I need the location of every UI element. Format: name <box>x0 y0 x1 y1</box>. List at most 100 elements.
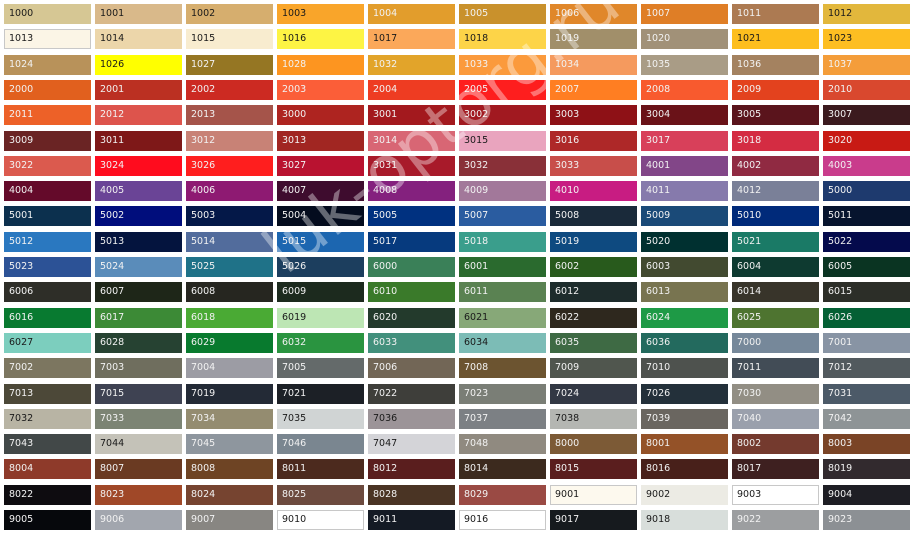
color-swatch-6002: 6002 <box>550 257 637 277</box>
color-swatch-9007: 9007 <box>186 510 273 530</box>
color-swatch-1019: 1019 <box>550 29 637 49</box>
color-swatch-8016: 8016 <box>641 459 728 479</box>
color-swatch-9017: 9017 <box>550 510 637 530</box>
color-swatch-6017: 6017 <box>95 308 182 328</box>
color-swatch-6021: 6021 <box>459 308 546 328</box>
color-swatch-8023: 8023 <box>95 485 182 505</box>
color-swatch-3000: 3000 <box>277 105 364 125</box>
color-swatch-6016: 6016 <box>4 308 91 328</box>
color-swatch-6015: 6015 <box>823 282 910 302</box>
color-swatch-3009: 3009 <box>4 131 91 151</box>
color-swatch-5025: 5025 <box>186 257 273 277</box>
color-swatch-1005: 1005 <box>459 4 546 24</box>
color-swatch-5005: 5005 <box>368 206 455 226</box>
color-swatch-6004: 6004 <box>732 257 819 277</box>
color-swatch-7011: 7011 <box>732 358 819 378</box>
color-swatch-8011: 8011 <box>277 459 364 479</box>
color-swatch-2005: 2005 <box>459 80 546 100</box>
color-swatch-3003: 3003 <box>550 105 637 125</box>
color-swatch-8015: 8015 <box>550 459 637 479</box>
color-swatch-5026: 5026 <box>277 257 364 277</box>
color-swatch-7033: 7033 <box>95 409 182 429</box>
color-swatch-6005: 6005 <box>823 257 910 277</box>
color-swatch-7032: 7032 <box>4 409 91 429</box>
color-swatch-1026: 1026 <box>95 55 182 75</box>
color-swatch-7006: 7006 <box>368 358 455 378</box>
color-swatch-7004: 7004 <box>186 358 273 378</box>
color-swatch-1004: 1004 <box>368 4 455 24</box>
color-swatch-7036: 7036 <box>368 409 455 429</box>
color-swatch-1035: 1035 <box>641 55 728 75</box>
color-swatch-6033: 6033 <box>368 333 455 353</box>
color-swatch-2001: 2001 <box>95 80 182 100</box>
color-swatch-9010: 9010 <box>277 510 364 530</box>
color-swatch-7001: 7001 <box>823 333 910 353</box>
color-swatch-8002: 8002 <box>732 434 819 454</box>
color-swatch-4004: 4004 <box>4 181 91 201</box>
color-swatch-1015: 1015 <box>186 29 273 49</box>
color-swatch-4003: 4003 <box>823 156 910 176</box>
color-swatch-1032: 1032 <box>368 55 455 75</box>
color-swatch-7044: 7044 <box>95 434 182 454</box>
color-swatch-4006: 4006 <box>186 181 273 201</box>
color-swatch-9023: 9023 <box>823 510 910 530</box>
color-swatch-7002: 7002 <box>4 358 91 378</box>
color-swatch-7005: 7005 <box>277 358 364 378</box>
color-swatch-6011: 6011 <box>459 282 546 302</box>
color-swatch-1001: 1001 <box>95 4 182 24</box>
color-swatch-6014: 6014 <box>732 282 819 302</box>
color-swatch-6028: 6028 <box>95 333 182 353</box>
color-swatch-6008: 6008 <box>186 282 273 302</box>
color-swatch-3015: 3015 <box>459 131 546 151</box>
color-swatch-5018: 5018 <box>459 232 546 252</box>
color-swatch-6003: 6003 <box>641 257 728 277</box>
color-swatch-8025: 8025 <box>277 485 364 505</box>
color-swatch-5002: 5002 <box>95 206 182 226</box>
color-swatch-7035: 7035 <box>277 409 364 429</box>
color-swatch-8014: 8014 <box>459 459 546 479</box>
color-swatch-7010: 7010 <box>641 358 728 378</box>
color-swatch-8001: 8001 <box>641 434 728 454</box>
color-swatch-2004: 2004 <box>368 80 455 100</box>
color-swatch-1007: 1007 <box>641 4 728 24</box>
color-swatch-4012: 4012 <box>732 181 819 201</box>
color-swatch-8028: 8028 <box>368 485 455 505</box>
color-swatch-5022: 5022 <box>823 232 910 252</box>
color-swatch-5009: 5009 <box>641 206 728 226</box>
color-swatch-5012: 5012 <box>4 232 91 252</box>
color-swatch-3005: 3005 <box>732 105 819 125</box>
color-swatch-7031: 7031 <box>823 384 910 404</box>
color-swatch-9016: 9016 <box>459 510 546 530</box>
color-swatch-6029: 6029 <box>186 333 273 353</box>
color-swatch-3004: 3004 <box>641 105 728 125</box>
color-swatch-6020: 6020 <box>368 308 455 328</box>
color-swatch-6000: 6000 <box>368 257 455 277</box>
color-swatch-1011: 1011 <box>732 4 819 24</box>
color-swatch-1028: 1028 <box>277 55 364 75</box>
color-swatch-9018: 9018 <box>641 510 728 530</box>
color-swatch-3024: 3024 <box>95 156 182 176</box>
color-swatch-7048: 7048 <box>459 434 546 454</box>
color-swatch-4007: 4007 <box>277 181 364 201</box>
color-swatch-5024: 5024 <box>95 257 182 277</box>
color-swatch-2009: 2009 <box>732 80 819 100</box>
color-swatch-7045: 7045 <box>186 434 273 454</box>
color-swatch-6010: 6010 <box>368 282 455 302</box>
color-swatch-5013: 5013 <box>95 232 182 252</box>
color-swatch-7046: 7046 <box>277 434 364 454</box>
color-swatch-4002: 4002 <box>732 156 819 176</box>
color-swatch-7024: 7024 <box>550 384 637 404</box>
color-swatch-5004: 5004 <box>277 206 364 226</box>
color-swatch-4009: 4009 <box>459 181 546 201</box>
color-swatch-5007: 5007 <box>459 206 546 226</box>
color-swatch-7000: 7000 <box>732 333 819 353</box>
color-swatch-4008: 4008 <box>368 181 455 201</box>
color-swatch-6001: 6001 <box>459 257 546 277</box>
color-swatch-7030: 7030 <box>732 384 819 404</box>
color-swatch-7037: 7037 <box>459 409 546 429</box>
color-swatch-5010: 5010 <box>732 206 819 226</box>
color-swatch-7043: 7043 <box>4 434 91 454</box>
color-swatch-6022: 6022 <box>550 308 637 328</box>
color-swatch-7019: 7019 <box>186 384 273 404</box>
color-swatch-1037: 1037 <box>823 55 910 75</box>
